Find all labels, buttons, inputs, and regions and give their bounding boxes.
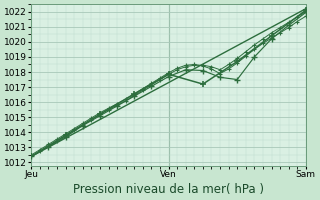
X-axis label: Pression niveau de la mer( hPa ): Pression niveau de la mer( hPa ) (73, 183, 264, 196)
